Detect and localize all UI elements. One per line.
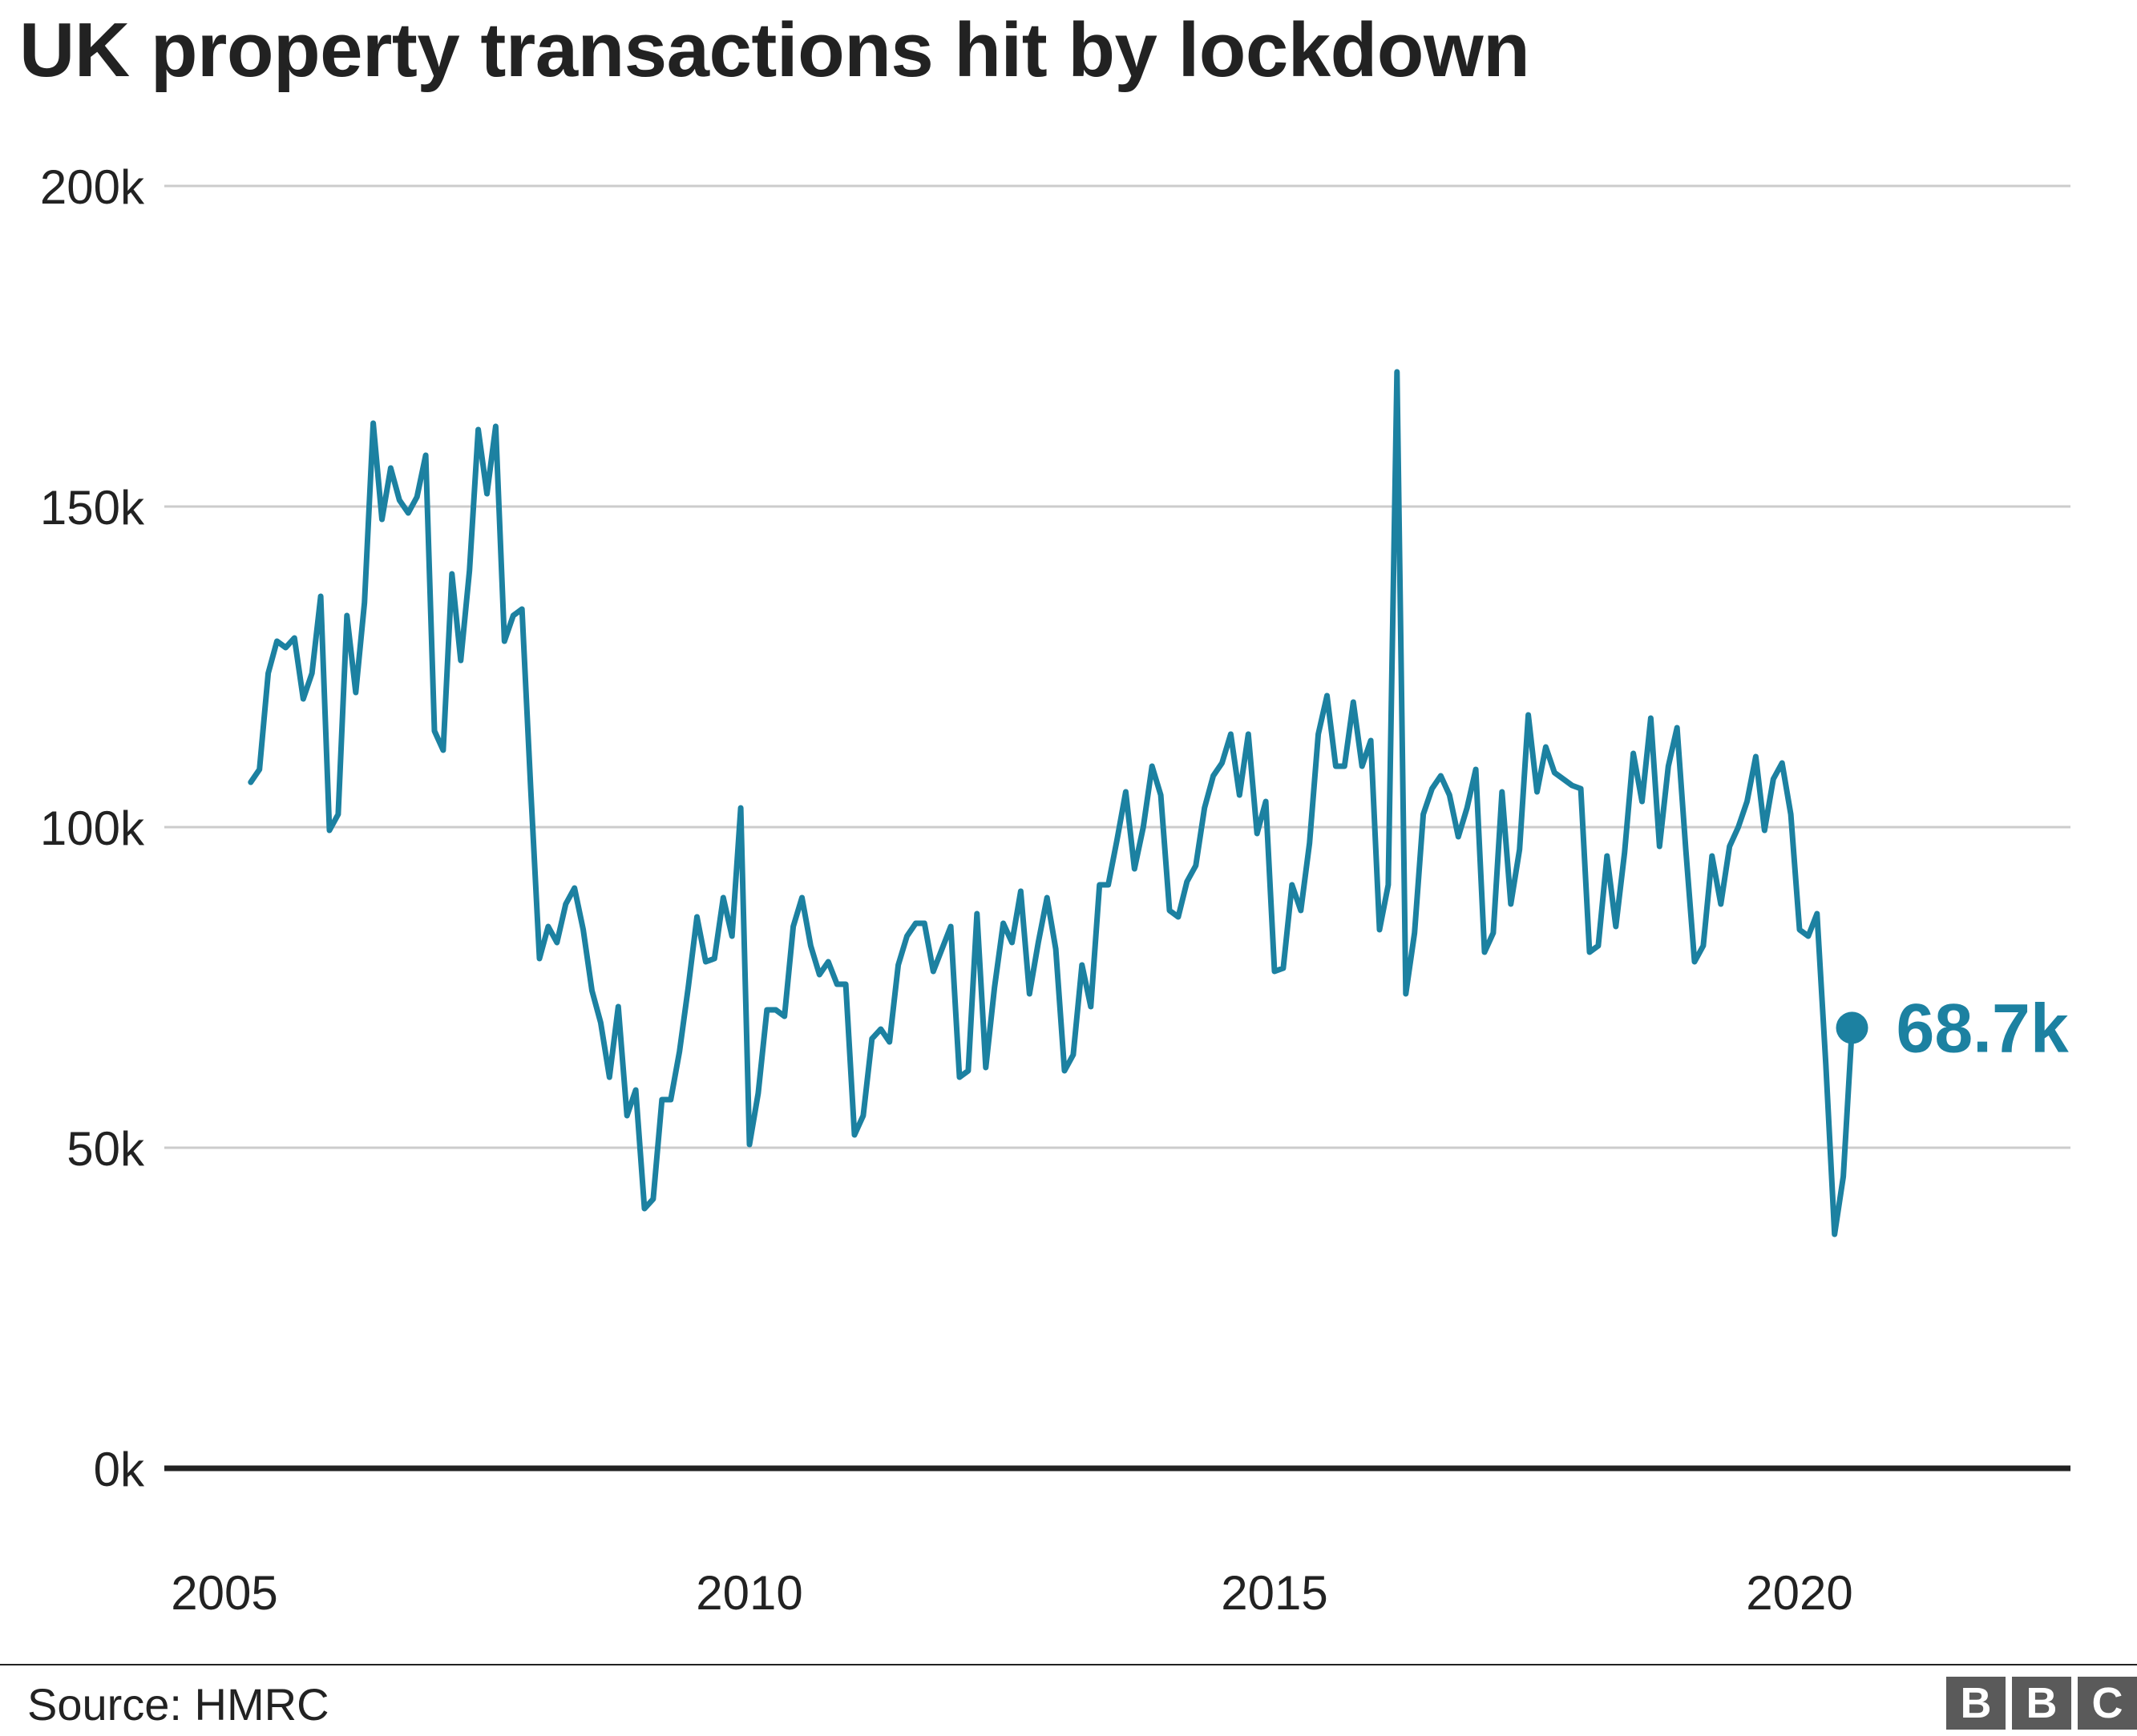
latest-value-marker bbox=[1836, 1011, 1868, 1044]
bbc-logo: B B C bbox=[1946, 1677, 2137, 1730]
y-axis-tick-labels: 0k 50k 100k 150k 200k bbox=[40, 160, 145, 1496]
y-tick-label: 100k bbox=[40, 801, 145, 855]
x-tick-label: 2010 bbox=[696, 1566, 802, 1620]
x-tick-label: 2015 bbox=[1221, 1566, 1327, 1620]
x-axis-tick-labels: 2005 2010 2015 2020 bbox=[171, 1566, 1852, 1620]
chart-title: UK property transactions hit by lockdown bbox=[19, 7, 1530, 93]
gridlines bbox=[164, 184, 2070, 1149]
latest-value-label: 68.7k bbox=[1897, 990, 2069, 1067]
footer-divider bbox=[0, 1664, 2137, 1665]
source-note: Source: HMRC bbox=[27, 1679, 329, 1730]
bbc-logo-letter: C bbox=[2078, 1677, 2137, 1730]
series-line-transactions bbox=[248, 369, 1855, 1237]
y-tick-label: 200k bbox=[40, 160, 145, 214]
y-tick-label: 150k bbox=[40, 481, 145, 535]
x-tick-label: 2020 bbox=[1746, 1566, 1852, 1620]
bbc-logo-letter: B bbox=[2012, 1677, 2071, 1730]
y-tick-label: 50k bbox=[67, 1122, 145, 1176]
bbc-logo-letter: B bbox=[1946, 1677, 2006, 1730]
x-tick-label: 2005 bbox=[171, 1566, 277, 1620]
y-tick-label: 0k bbox=[94, 1443, 145, 1496]
